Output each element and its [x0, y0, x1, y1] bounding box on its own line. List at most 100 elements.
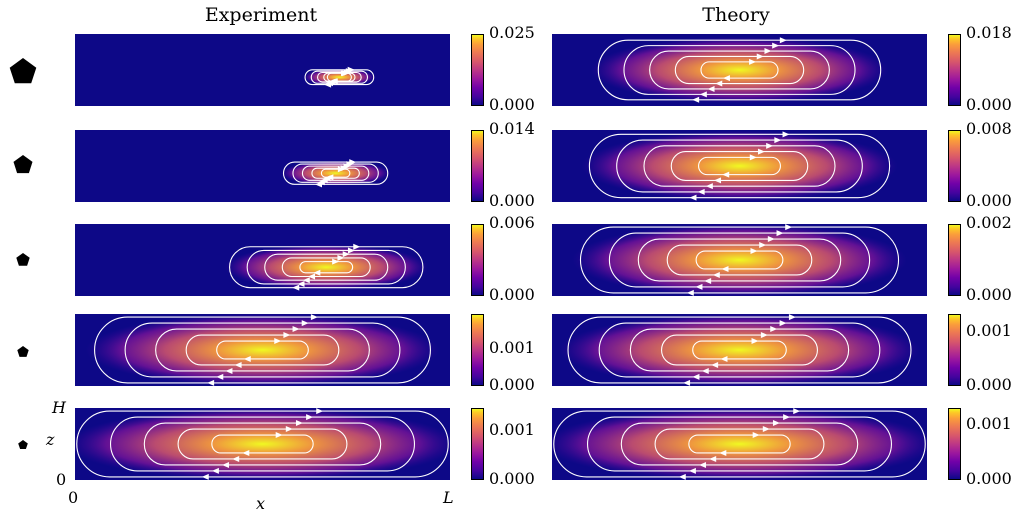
- streamline: [264, 253, 389, 281]
- experiment-colorbar-max-row-1: 0.025: [489, 23, 535, 42]
- theory-colorbar-max-row-3: 0.002: [966, 213, 1012, 232]
- shape-marker-row-2: [13, 155, 33, 174]
- streamline: [688, 434, 791, 454]
- streamline: [654, 428, 825, 460]
- streamline-arrow: [283, 332, 291, 339]
- experiment-colorbar-row-3: [471, 224, 484, 296]
- streamline-arrow: [772, 42, 780, 49]
- streamline: [661, 334, 818, 366]
- streamline-arrow: [750, 248, 758, 255]
- streamline-arrow: [353, 243, 361, 250]
- streamline: [695, 250, 784, 270]
- pentagon-icon: [13, 155, 33, 174]
- streamline-arrow: [292, 326, 300, 333]
- experiment-colorbar-max-row-2: 0.014: [489, 119, 535, 138]
- streamline-arrow: [722, 171, 730, 178]
- streamline-arrow: [719, 449, 727, 456]
- streamline-arrow: [785, 224, 793, 231]
- streamline-arrow: [337, 254, 345, 261]
- streamline: [674, 55, 805, 85]
- streamline-arrow: [201, 473, 209, 480]
- streamline: [598, 322, 881, 378]
- theory-colorbar-max-row-4: 0.001: [966, 321, 1012, 340]
- streamline: [586, 416, 893, 472]
- streamline: [94, 316, 431, 384]
- streamline: [616, 139, 863, 193]
- streamline-arrow: [709, 455, 717, 462]
- streamline: [553, 410, 926, 478]
- streamline-arrow: [720, 355, 728, 362]
- streamline-arrow: [342, 251, 350, 258]
- streamline-arrow: [783, 414, 791, 421]
- streamline-arrow: [714, 177, 722, 184]
- streamline-arrow: [232, 455, 240, 462]
- streamline: [246, 249, 406, 285]
- streamline-arrow: [695, 283, 703, 290]
- streamline-arrow: [774, 137, 782, 144]
- theory-colorbar-row-1: [948, 34, 961, 106]
- streamline: [588, 133, 891, 199]
- theory-colorbar-row-2: [948, 130, 961, 202]
- streamline-arrow: [332, 258, 340, 265]
- streamline-arrow: [788, 314, 796, 321]
- streamline-arrow: [306, 414, 314, 421]
- panel-background: [75, 34, 450, 106]
- streamline-arrow: [766, 142, 774, 149]
- streamline-arrow: [688, 467, 696, 474]
- streamline: [692, 340, 787, 360]
- z-max-label: H: [52, 398, 66, 417]
- streamline: [292, 163, 379, 183]
- experiment-colorbar-min-row-4: 0.000: [489, 375, 535, 394]
- streamline: [229, 246, 424, 289]
- streamline-arrow: [316, 408, 324, 415]
- streamline-arrow: [689, 194, 697, 201]
- streamline-arrow: [782, 131, 790, 138]
- experiment-colorbar-min-row-2: 0.000: [489, 191, 535, 210]
- streamline-arrow: [751, 338, 759, 345]
- streamline-arrow: [704, 277, 712, 284]
- experiment-colorbar-row-1: [471, 34, 484, 106]
- panel-background: [75, 130, 450, 202]
- streamline-arrow: [285, 426, 293, 433]
- experiment-colorbar-min-row-5: 0.000: [489, 469, 535, 488]
- streamline-arrow: [211, 467, 219, 474]
- streamline-arrow: [760, 332, 768, 339]
- streamline-arrow: [683, 379, 691, 386]
- density-glow: [552, 408, 927, 480]
- streamline: [311, 167, 360, 179]
- streamline: [666, 244, 813, 276]
- streamline: [698, 156, 781, 176]
- shape-marker-row-3: [16, 253, 30, 266]
- streamline: [649, 50, 830, 90]
- streamline: [623, 45, 856, 95]
- streamline: [316, 71, 362, 83]
- streamline-arrow: [225, 367, 233, 374]
- x-max-label: L: [443, 488, 454, 507]
- pentagon-icon: [16, 253, 30, 266]
- streamline: [629, 328, 850, 372]
- experiment-colorbar-min-row-1: 0.000: [489, 95, 535, 114]
- theory-colorbar-max-row-2: 0.008: [966, 119, 1012, 138]
- streamline: [76, 410, 449, 478]
- streamline-arrow: [707, 85, 715, 92]
- streamline-arrow: [340, 70, 348, 77]
- streamline-arrow: [692, 373, 700, 380]
- density-glow: [85, 314, 440, 386]
- experiment-colorbar-max-row-5: 0.001: [489, 420, 535, 439]
- streamline-arrow: [243, 355, 251, 362]
- streamline: [608, 232, 871, 288]
- streamline-arrow: [330, 78, 338, 85]
- streamline-arrow: [275, 432, 283, 439]
- experiment-panel-row-1: [75, 34, 450, 106]
- streamline-arrow: [207, 379, 215, 386]
- streamline: [211, 434, 314, 454]
- streamline-arrow: [347, 247, 355, 254]
- theory-colorbar-max-row-5: 0.001: [966, 414, 1012, 433]
- streamline-arrow: [297, 280, 305, 287]
- streamline-arrow: [234, 361, 242, 368]
- streamline: [216, 340, 309, 360]
- streamline-arrow: [222, 461, 230, 468]
- streamline-arrow: [292, 284, 300, 291]
- density-glow: [559, 314, 920, 386]
